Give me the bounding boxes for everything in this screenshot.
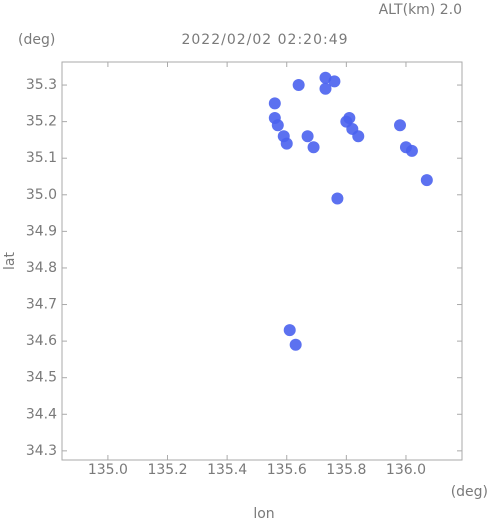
echo — [283, 324, 296, 337]
x-tick-label: 136.0 — [386, 462, 426, 478]
x-axis-label: lon — [253, 506, 274, 521]
x-tick-label: 135.6 — [267, 462, 307, 478]
y-tick-label: 35.1 — [26, 150, 57, 166]
echo — [328, 75, 341, 88]
echo — [352, 130, 365, 143]
y-tick-label: 35.0 — [26, 187, 57, 203]
y-tick-label: 34.9 — [26, 223, 57, 239]
echo — [271, 119, 284, 132]
y-tick-label: 34.5 — [26, 370, 57, 386]
plot-frame — [61, 61, 463, 461]
echo — [420, 174, 433, 187]
echo — [301, 130, 314, 143]
chart-title: 2022/02/02 02:20:49 — [181, 32, 348, 48]
echo — [289, 338, 302, 351]
x-tick-label: 135.4 — [207, 462, 247, 478]
x-tick-label: 135.0 — [88, 462, 128, 478]
y-unit: (deg) — [18, 32, 55, 48]
y-tick-label: 34.8 — [26, 260, 57, 276]
echo — [331, 192, 344, 205]
y-tick-label: 35.2 — [26, 114, 57, 130]
echo — [307, 141, 320, 154]
echo — [319, 82, 332, 95]
y-tick-label: 34.7 — [26, 297, 57, 313]
x-tick-label: 135.8 — [326, 462, 366, 478]
y-tick-label: 34.3 — [26, 443, 57, 459]
echo — [292, 79, 305, 92]
x-unit: (deg) — [451, 484, 488, 500]
altitude-label: ALT(km) 2.0 — [379, 2, 462, 18]
x-tick-label: 135.2 — [147, 462, 187, 478]
echo — [280, 137, 293, 150]
echo — [394, 119, 407, 132]
y-tick-label: 34.4 — [26, 406, 57, 422]
y-axis-label: lat — [2, 252, 18, 270]
y-tick-label: 35.3 — [26, 77, 57, 93]
echo — [268, 97, 281, 110]
echo — [343, 111, 356, 124]
y-tick-label: 34.6 — [26, 333, 57, 349]
echo — [405, 144, 418, 157]
